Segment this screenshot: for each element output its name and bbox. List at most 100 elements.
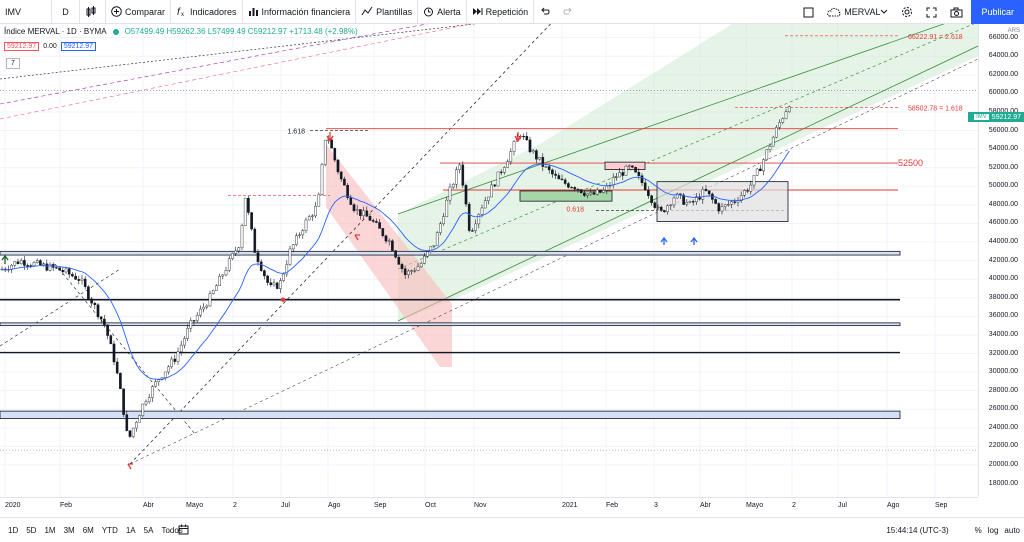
range-button[interactable]: Todos <box>161 525 183 535</box>
candle-up <box>435 232 439 246</box>
candle-up <box>144 401 148 405</box>
alarm-clock-icon <box>424 7 434 17</box>
time-label: Ago <box>328 502 341 509</box>
legend-title[interactable]: Índice MERVAL · 1D · BYMA <box>4 27 107 36</box>
candle-up <box>666 205 669 213</box>
symbol-search[interactable]: IMV <box>0 0 52 24</box>
support-zone <box>0 410 901 419</box>
log-toggle[interactable]: log <box>987 525 999 535</box>
candle-up <box>407 270 410 275</box>
percent-toggle[interactable]: % <box>974 525 982 535</box>
range-button[interactable]: 3M <box>63 525 75 535</box>
candle-down <box>493 184 497 187</box>
fib-label: 0.618 <box>566 206 584 213</box>
candle-down <box>45 263 49 271</box>
candle-down <box>759 168 762 172</box>
range-button[interactable]: 1A <box>125 525 136 535</box>
candle-up <box>141 403 145 416</box>
financials-button[interactable]: Información financiera <box>243 0 357 24</box>
compare-label: Comparar <box>125 6 166 17</box>
candle-up <box>784 111 788 119</box>
candle-down <box>371 220 375 222</box>
candle-up <box>205 305 209 308</box>
arrow-icon <box>354 234 360 241</box>
candle-up <box>448 186 452 201</box>
settings-button[interactable] <box>896 0 921 24</box>
square-icon <box>803 7 814 17</box>
chevron-down-icon <box>881 9 888 14</box>
price-axis[interactable]: ARS 66000.00 64000.00 62000.00 60000.00 5800… <box>978 24 1024 497</box>
trendline-dashed <box>129 24 551 465</box>
replay-button[interactable]: Repetición <box>467 0 535 24</box>
redo-button[interactable] <box>558 0 582 24</box>
moving-average-line <box>1 150 790 380</box>
candle-down <box>634 166 637 173</box>
cloud-icon <box>827 7 841 17</box>
candle-up <box>221 274 225 277</box>
candle-up <box>589 192 593 195</box>
fib-label: 66222.91 = 2.618 <box>908 34 963 41</box>
candle-down <box>394 250 397 258</box>
price-chart[interactable]: 66222.91 = 2.618 58502.78 = 1.618 52500 1.6… <box>0 24 978 497</box>
candle-up <box>544 166 548 168</box>
publish-button[interactable]: Publicar <box>971 0 1024 24</box>
chart-type-button[interactable] <box>80 0 106 24</box>
candle-down <box>96 304 100 317</box>
price-label: 62000.00 <box>988 70 1018 78</box>
candle-down <box>247 197 250 213</box>
currency-label: ARS <box>1007 28 1020 34</box>
range-button[interactable]: 1D <box>8 525 19 535</box>
candle-down <box>637 171 641 176</box>
interval-button[interactable]: D <box>52 0 80 24</box>
price-label: 28000.00 <box>988 386 1018 394</box>
indicators-collapse-button[interactable]: 7 <box>6 58 20 69</box>
candle-up <box>496 171 500 187</box>
range-calendar-button[interactable] <box>178 524 189 537</box>
range-button[interactable]: 6M <box>82 525 94 535</box>
time-axis[interactable]: 2020 Feb Abr Mayo 2 Jul Ago Sep Oct Nov 2021 Feb 3 Ab… <box>0 497 978 517</box>
time-label: 3 <box>654 502 658 509</box>
range-button[interactable]: 5A <box>143 525 154 535</box>
alert-button[interactable]: Alerta <box>418 0 467 24</box>
candle-down <box>691 201 695 203</box>
undo-button[interactable] <box>534 0 558 24</box>
time-label: Sep <box>374 502 387 509</box>
candle-down <box>547 166 551 171</box>
price-label: 30000.00 <box>988 368 1018 376</box>
alert-label: Alerta <box>437 6 461 17</box>
range-button[interactable]: 1M <box>44 525 56 535</box>
range-button[interactable]: 5D <box>26 525 37 535</box>
candle-down <box>349 197 353 205</box>
candle-up <box>474 223 477 231</box>
bid-badge[interactable]: 59212.97 <box>4 42 40 51</box>
templates-button[interactable]: Plantillas <box>356 0 419 24</box>
candle-down <box>74 275 77 280</box>
candle-up <box>455 169 458 185</box>
undo-icon <box>541 7 550 15</box>
price-label: 26000.00 <box>988 405 1018 413</box>
candle-up <box>35 260 39 263</box>
fullscreen-button[interactable] <box>921 0 945 24</box>
range-button[interactable]: YTD <box>101 525 118 535</box>
ask-badge[interactable]: 59212.97 <box>60 42 97 51</box>
layout-name-button[interactable]: MERVAL <box>822 0 896 24</box>
compare-button[interactable]: Comparar <box>106 0 172 24</box>
candle-down <box>269 282 273 286</box>
candle-up <box>304 219 308 231</box>
time-label: Nov <box>474 502 487 509</box>
time-label: 2021 <box>562 502 578 509</box>
candle-down <box>560 178 564 181</box>
candle-up <box>781 118 785 123</box>
candle-down <box>631 165 634 168</box>
candle-down <box>67 268 71 275</box>
candle-down <box>659 206 663 211</box>
auto-toggle[interactable]: auto <box>1004 525 1020 535</box>
layout-toggle[interactable] <box>798 0 822 24</box>
price-label: 64000.00 <box>988 52 1018 60</box>
candle-down <box>90 298 93 304</box>
snapshot-button[interactable] <box>945 0 971 24</box>
clock[interactable]: 15:44:14 (UTC-3) <box>886 525 949 535</box>
candle-down <box>109 335 113 345</box>
